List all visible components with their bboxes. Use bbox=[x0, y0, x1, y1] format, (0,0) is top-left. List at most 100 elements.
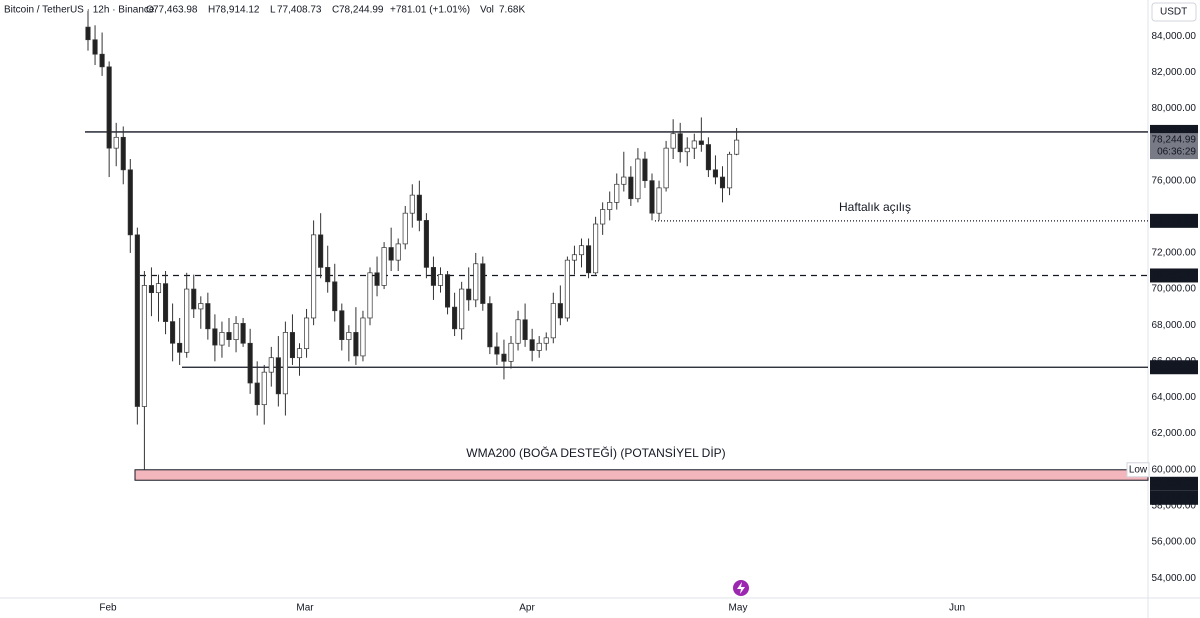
candle-body bbox=[141, 285, 147, 407]
candle-body bbox=[466, 288, 472, 301]
candle-body bbox=[691, 140, 697, 149]
candle-body bbox=[395, 243, 401, 261]
candle-body bbox=[339, 310, 345, 340]
y-tick-label: 72,000.00 bbox=[1152, 248, 1197, 259]
symbol-label: Bitcoin / TetherUS · 12h · Binance bbox=[4, 5, 155, 16]
candle-body bbox=[353, 332, 359, 357]
candle-body bbox=[663, 147, 669, 189]
candle-body bbox=[120, 136, 126, 171]
candle-body bbox=[268, 357, 274, 373]
last-price-box bbox=[1150, 133, 1198, 160]
x-tick-label: Mar bbox=[296, 603, 314, 614]
candle-body bbox=[170, 321, 176, 344]
candle-body bbox=[416, 194, 422, 221]
candle-body bbox=[374, 272, 380, 286]
last-price-label: 78,244.99 bbox=[1152, 135, 1197, 146]
candle-body bbox=[487, 303, 493, 348]
candle-body bbox=[212, 328, 218, 346]
volume-key: Vol bbox=[480, 5, 494, 16]
candle-body bbox=[423, 220, 429, 268]
candle-body bbox=[515, 319, 521, 344]
volume-value: 7.68K bbox=[499, 5, 525, 16]
y-tick-label: 84,000.00 bbox=[1152, 31, 1197, 42]
ohlc-value: 78,914.12 bbox=[215, 5, 260, 16]
candle-body bbox=[480, 263, 486, 304]
y-tick-label: 80,000.00 bbox=[1152, 103, 1197, 114]
level-label: 70,751.97 bbox=[1152, 270, 1197, 281]
candle-body bbox=[304, 317, 310, 350]
candle-body bbox=[614, 183, 620, 203]
candle-body bbox=[332, 281, 338, 312]
candle-body bbox=[445, 274, 451, 308]
candle-body bbox=[649, 180, 655, 214]
zone-top-label: 59,996.73 bbox=[1152, 478, 1197, 489]
candle-body bbox=[367, 272, 373, 319]
ohlc-key: C bbox=[332, 5, 339, 16]
candle-body bbox=[621, 176, 627, 185]
support-zone bbox=[134, 469, 1149, 481]
zone-bottom-box bbox=[1150, 490, 1198, 505]
ohlc-key: L bbox=[270, 5, 276, 16]
y-tick-label: 82,000.00 bbox=[1152, 67, 1197, 78]
countdown-label: 06:36:29 bbox=[1157, 147, 1196, 158]
currency-button[interactable] bbox=[1151, 2, 1197, 22]
candle-body bbox=[282, 332, 288, 395]
candle-body bbox=[642, 158, 648, 182]
low-badge: Low bbox=[1129, 464, 1148, 475]
ohlc-key: O bbox=[146, 5, 154, 16]
candle-body bbox=[536, 342, 542, 351]
candle-body bbox=[409, 194, 415, 214]
candle-body bbox=[240, 323, 246, 344]
candle-body bbox=[719, 176, 726, 189]
candle-body bbox=[233, 323, 239, 340]
ohlc-key: H bbox=[208, 5, 215, 16]
candle-body bbox=[226, 332, 232, 340]
candle-body bbox=[163, 283, 169, 322]
candle-body bbox=[92, 39, 98, 55]
candle-body bbox=[656, 187, 662, 214]
annotation: Haftalık açılış bbox=[839, 200, 911, 214]
candle-body bbox=[254, 382, 260, 406]
currency-label: USDT bbox=[1160, 7, 1187, 18]
x-tick-label: Feb bbox=[99, 603, 117, 614]
candle-body bbox=[311, 234, 317, 319]
candle-body bbox=[134, 234, 140, 407]
ohlc-value: 77,463.98 bbox=[153, 5, 198, 16]
candle-body bbox=[684, 147, 690, 153]
x-tick-label: Jun bbox=[949, 603, 965, 614]
ohlc-value: 77,408.73 bbox=[277, 5, 322, 16]
candle-body bbox=[148, 285, 155, 294]
candle-body bbox=[494, 346, 500, 355]
candle-body bbox=[670, 133, 676, 149]
x-tick-label: Apr bbox=[519, 603, 535, 614]
candle-body bbox=[325, 267, 331, 283]
candle-body bbox=[712, 169, 719, 178]
ohlc-value: 78,244.99 bbox=[339, 5, 384, 16]
annotation: WMA200 (BOĞA DESTEĞİ) (POTANSİYEL DİP) bbox=[466, 445, 725, 460]
candle-body bbox=[557, 303, 563, 319]
level-label: 73,776.28 bbox=[1152, 215, 1197, 226]
candle-body bbox=[607, 201, 613, 210]
candle-body bbox=[155, 283, 162, 294]
level-label: 65,672.44 bbox=[1152, 362, 1197, 373]
candle-body bbox=[705, 144, 711, 171]
level-label-box bbox=[1150, 360, 1198, 375]
zone-bottom-label: 59,418.31 bbox=[1152, 492, 1197, 503]
candle-body bbox=[452, 306, 458, 330]
candle-body bbox=[529, 339, 535, 351]
candle-body bbox=[437, 274, 444, 286]
candle-body bbox=[381, 247, 387, 286]
candle-body bbox=[191, 288, 197, 310]
y-tick-label: 62,000.00 bbox=[1152, 428, 1197, 439]
zone-top-box bbox=[1150, 476, 1198, 491]
candle-body bbox=[522, 319, 528, 340]
candle-body bbox=[219, 332, 225, 346]
candle-body bbox=[508, 342, 514, 362]
candle-body bbox=[585, 245, 592, 274]
candle-body bbox=[346, 332, 352, 340]
candle-body bbox=[261, 371, 267, 406]
x-tick-label: May bbox=[729, 603, 748, 614]
candle-body bbox=[578, 245, 585, 256]
candle-body bbox=[289, 332, 296, 359]
